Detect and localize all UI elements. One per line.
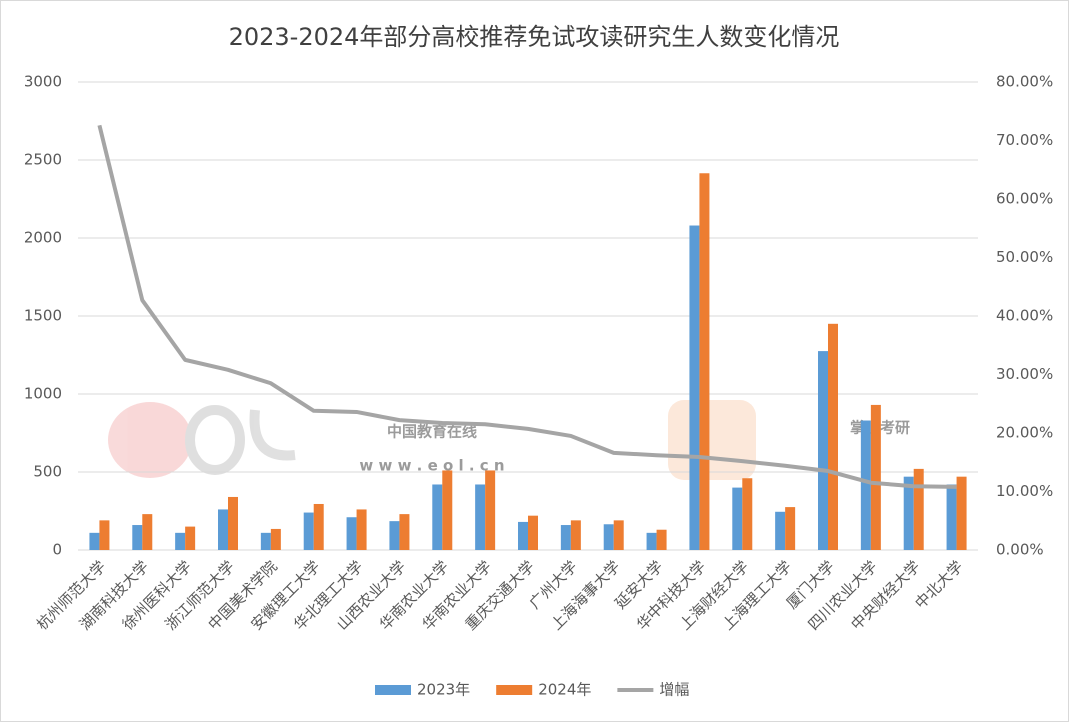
bar [185,526,196,550]
bar [742,478,753,550]
bar [518,521,528,550]
legend-label: 2024年 [538,681,591,699]
legend-swatch [375,685,411,695]
y-tick-label: 2500 [24,151,62,169]
bar [89,532,100,550]
bar [785,507,796,550]
bar [432,484,443,550]
legend-label: 增幅 [659,681,689,699]
y-tick-label: 2000 [24,229,62,247]
y-tick-label: 1000 [24,385,62,403]
y-tick-label: 3000 [24,73,62,91]
watermark-text: 中国教育在线 [387,423,477,441]
bar [560,525,571,550]
y2-tick-label: 60.00% [996,190,1053,208]
y2-tick-label: 30.00% [996,365,1053,383]
bar [870,404,881,550]
bar [913,468,924,550]
bar [603,524,614,550]
bar [775,511,786,550]
bar [399,514,410,550]
watermark-text: w w w . e o l . c n [359,457,504,475]
bar [303,512,314,550]
bar [142,514,153,550]
bar [389,521,400,550]
y2-tick-label: 40.00% [996,307,1053,325]
bar [732,487,743,550]
bar [218,509,228,550]
bar [313,503,324,550]
y-tick-label: 1500 [24,307,62,325]
bar [260,532,271,550]
y2-tick-label: 0.00% [996,541,1044,559]
bar [699,173,710,550]
y2-tick-label: 70.00% [996,131,1053,149]
bar [99,520,110,550]
line-series [97,124,957,489]
bar [346,517,357,550]
bar [903,476,914,550]
bar [613,520,624,550]
bar [175,532,186,550]
y2-tick-label: 10.00% [996,482,1053,500]
y2-tick-label: 50.00% [996,248,1053,266]
legend-label: 2023年 [417,681,470,699]
bar [356,509,367,550]
bar [646,532,657,550]
bar [956,476,967,550]
y2-tick-label: 20.00% [996,424,1053,442]
bar [485,470,496,550]
bar [528,515,538,550]
y-tick-label: 0 [52,541,62,559]
bar [656,529,667,550]
legend-swatch [496,685,533,695]
bar [860,420,871,550]
bar [946,484,957,550]
bar [228,496,238,550]
bar [270,528,281,550]
chart-title: 2023-2024年部分高校推荐免试攻读研究生人数变化情况 [229,23,840,51]
bar [828,323,838,550]
bar [132,525,143,550]
bar [442,470,453,550]
bar [689,225,700,550]
y-tick-label: 500 [33,463,62,481]
bar [475,484,486,550]
y2-tick-label: 80.00% [996,73,1053,91]
bar [570,520,581,550]
bar [818,351,828,550]
